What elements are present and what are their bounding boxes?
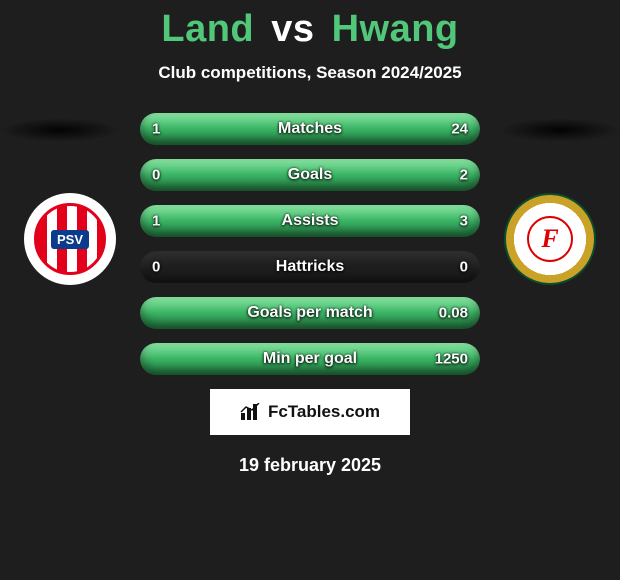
title-vs: vs [271, 8, 314, 50]
stat-bar-right-fill [225, 205, 480, 237]
stat-label: Hattricks [276, 258, 344, 276]
shadow-left [0, 118, 120, 142]
comparison-content: PSV F 1 24 Matches 0 2 Goals 1 3 Assists 0 0 Hattri… [0, 113, 620, 476]
attribution-badge: FcTables.com [210, 389, 410, 435]
stat-left-value: 1 [152, 213, 160, 230]
title-player1: Land [161, 8, 254, 50]
stat-right-value: 1250 [435, 351, 468, 368]
stat-right-value: 24 [451, 121, 468, 138]
page-title: Land vs Hwang [0, 0, 620, 51]
stat-label: Goals per match [247, 304, 372, 322]
club-badge-right: F [504, 193, 596, 285]
subtitle: Club competitions, Season 2024/2025 [0, 63, 620, 83]
stat-row: 1250 Min per goal [140, 343, 480, 375]
stat-right-value: 3 [460, 213, 468, 230]
stat-right-value: 0.08 [439, 305, 468, 322]
stat-row: 0 0 Hattricks [140, 251, 480, 283]
stat-row: 1 3 Assists [140, 205, 480, 237]
club-right-short: F [527, 216, 573, 262]
stat-left-value: 1 [152, 121, 160, 138]
stat-right-value: 2 [460, 167, 468, 184]
stat-label: Min per goal [263, 350, 357, 368]
stat-label: Assists [282, 212, 339, 230]
stat-row: 0.08 Goals per match [140, 297, 480, 329]
stat-left-value: 0 [152, 167, 160, 184]
stat-row: 1 24 Matches [140, 113, 480, 145]
stat-label: Goals [288, 166, 332, 184]
club-badge-left: PSV [24, 193, 116, 285]
stat-row: 0 2 Goals [140, 159, 480, 191]
title-player2: Hwang [332, 8, 459, 50]
stat-label: Matches [278, 120, 342, 138]
club-badge-left-inner: PSV [34, 203, 106, 275]
stat-right-value: 0 [460, 259, 468, 276]
stat-bars: 1 24 Matches 0 2 Goals 1 3 Assists 0 0 Hattricks 0.0… [140, 113, 480, 375]
club-left-short: PSV [51, 230, 89, 249]
shadow-right [500, 118, 620, 142]
date-text: 19 february 2025 [0, 455, 620, 476]
stat-left-value: 0 [152, 259, 160, 276]
bar-chart-icon [240, 403, 262, 421]
attribution-text: FcTables.com [268, 402, 380, 422]
